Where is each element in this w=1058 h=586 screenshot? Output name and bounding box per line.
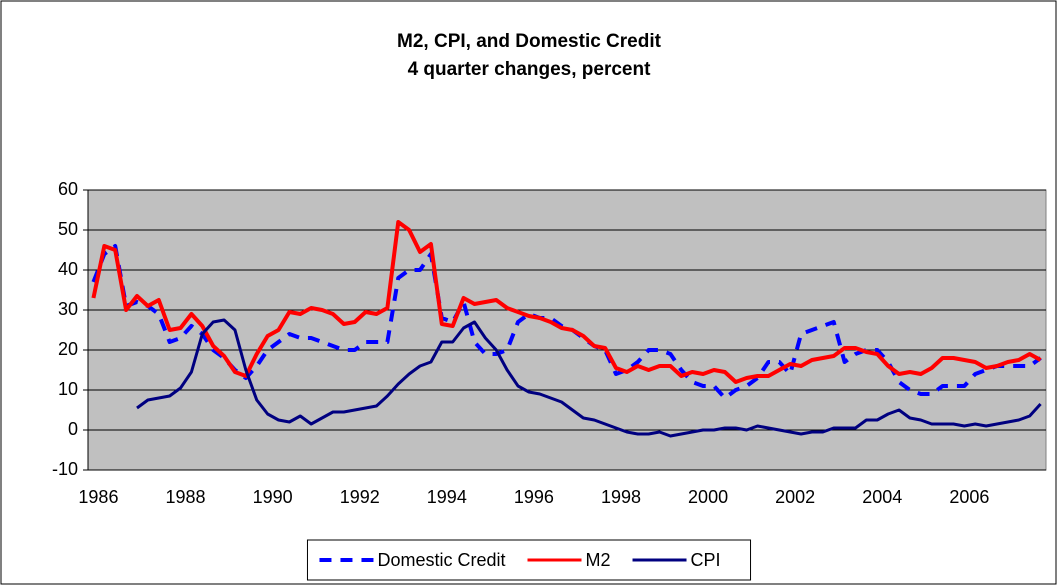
x-tick-label: 1986 <box>78 487 118 507</box>
y-tick-label: -10 <box>52 459 78 479</box>
y-tick-label: 10 <box>58 379 78 399</box>
x-tick-label: 2004 <box>862 487 902 507</box>
line-series <box>91 244 1042 400</box>
x-tick-label: 1992 <box>340 487 380 507</box>
x-tick-label: 1988 <box>166 487 206 507</box>
legend-label: Domestic Credit <box>377 550 505 570</box>
legend-label: CPI <box>691 550 721 570</box>
x-tick-label: 2000 <box>688 487 728 507</box>
x-tick-label: 1998 <box>601 487 641 507</box>
y-tick-label: 0 <box>68 419 78 439</box>
legend-label: M2 <box>586 550 611 570</box>
chart-title: M2, CPI, and Domestic Credit <box>397 31 662 52</box>
x-tick-label: 2002 <box>775 487 815 507</box>
x-tick-label: 1990 <box>253 487 293 507</box>
y-tick-label: 20 <box>58 339 78 359</box>
x-tick-label: 2006 <box>949 487 989 507</box>
y-tick-label: 50 <box>58 219 78 239</box>
x-tick-label: 1996 <box>514 487 554 507</box>
x-tick-label: 1994 <box>427 487 467 507</box>
chart-subtitle: 4 quarter changes, percent <box>408 59 652 80</box>
y-tick-label: 60 <box>58 179 78 199</box>
y-tick-label: 30 <box>58 299 78 319</box>
line-series <box>136 318 1042 438</box>
line-series <box>91 220 1042 384</box>
y-tick-label: 40 <box>58 259 78 279</box>
